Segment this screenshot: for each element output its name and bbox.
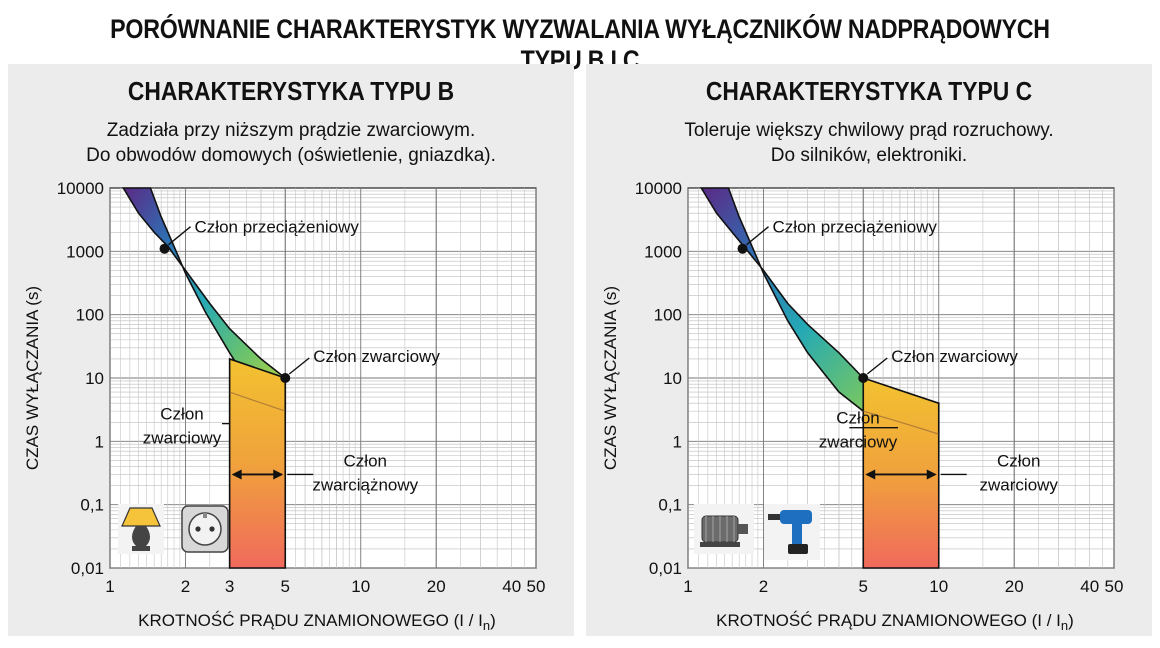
x-axis-title-main: KROTNOŚĆ PRĄDU ZNAMIONOWEGO (I / I — [138, 611, 483, 630]
panel-subtitle-line2: Do obwodów domowych (oświetlenie, gniazd… — [86, 145, 496, 166]
socket-hole-right — [209, 526, 215, 532]
x-tick-label: 50 — [527, 577, 546, 596]
overload-leader — [168, 226, 191, 246]
x-axis-title: KROTNOŚĆ PRĄDU ZNAMIONOWEGO (I / In) — [716, 611, 1074, 633]
annotation-short-left-2: zwarciowy — [143, 429, 222, 448]
y-tick-label: 1000 — [644, 242, 682, 261]
panel-subtitle-line1: Zadziała przy niższym prądzie zwarciowym… — [106, 120, 476, 141]
motor-shaft — [738, 524, 748, 534]
x-tick-label: 40 — [502, 577, 521, 596]
x-tick-label: 5 — [281, 577, 290, 596]
socket-hole-left — [195, 526, 201, 532]
page-title: PORÓWNANIE CHARAKTERYSTYK WYZWALANIA WYŁ… — [110, 14, 1050, 75]
socket-icon — [181, 505, 229, 553]
marker-short — [858, 373, 869, 383]
short-leader — [288, 357, 310, 375]
lamp-base — [132, 526, 150, 546]
annotation-overload: Człon przeciążeniowy — [773, 218, 938, 237]
x-axis-title-end: ) — [490, 611, 496, 630]
annotation-overload: Człon przeciążeniowy — [195, 218, 360, 237]
marker-short — [280, 373, 291, 383]
drill-handle — [792, 524, 802, 544]
x-tick-label: 50 — [1105, 577, 1124, 596]
x-axis-title-main: KROTNOŚĆ PRĄDU ZNAMIONOWEGO (I / I — [716, 611, 1061, 630]
x-tick-label: 1 — [683, 577, 692, 596]
annotation-short-left-2: zwarciowy — [819, 433, 898, 452]
drill-battery — [788, 544, 808, 554]
range-arrow-left — [231, 469, 242, 480]
lamp-shade — [121, 507, 161, 527]
range-arrow-right — [273, 469, 284, 480]
x-tick-label: 40 — [1080, 577, 1099, 596]
short-band-lower-curve — [863, 410, 939, 435]
range-arrow-left — [865, 469, 876, 480]
short-leader — [866, 357, 888, 375]
x-tick-label: 20 — [427, 577, 446, 596]
annotation-range-2: zwarciowy — [980, 475, 1059, 494]
x-axis-title-sub: n — [483, 618, 490, 633]
panel-title: CHARAKTERYSTYKA TYPU C — [705, 76, 1033, 106]
drill-body — [780, 510, 812, 524]
x-tick-label: 10 — [929, 577, 948, 596]
annotation-short-left-1: Człon — [836, 409, 879, 428]
short-band-lower-curve — [229, 391, 286, 412]
range-arrow-right — [926, 469, 937, 480]
y-tick-label: 100 — [654, 306, 682, 325]
x-tick-label: 10 — [351, 577, 370, 596]
panel-title: CHARAKTERYSTYKA TYPU B — [127, 76, 455, 106]
y-tick-label: 1 — [95, 432, 104, 451]
y-tick-label: 10000 — [57, 179, 104, 198]
marker-overload — [159, 243, 170, 254]
annotation-range-2: zwarciążnowy — [312, 475, 418, 494]
chart-panel-type-b: CHARAKTERYSTYKA TYPU B Zadziała przy niż… — [8, 64, 574, 636]
annotation-short-left-1: Człon — [160, 405, 203, 424]
annotation-short-right: Człon zwarciowy — [891, 347, 1018, 366]
y-tick-label: 100 — [76, 306, 104, 325]
x-tick-label: 1 — [105, 577, 114, 596]
panel-subtitle-line1: Toleruje większy chwilowy prąd rozruchow… — [684, 120, 1054, 141]
y-tick-label: 10000 — [635, 179, 682, 198]
x-tick-label: 2 — [181, 577, 190, 596]
y-tick-label: 10 — [663, 369, 682, 388]
y-tick-label: 0,1 — [80, 496, 104, 515]
chart-panel-type-c: CHARAKTERYSTYKA TYPU C Toleruje większy … — [586, 64, 1152, 636]
x-axis-title-sub: n — [1061, 618, 1068, 633]
y-axis-title: CZAS WYŁĄCZANIA (s) — [23, 286, 42, 470]
socket-ground-pin — [203, 513, 207, 518]
marker-overload — [737, 243, 748, 254]
y-tick-label: 0,1 — [658, 496, 682, 515]
drill-icon — [764, 504, 820, 560]
x-axis-title: KROTNOŚĆ PRĄDU ZNAMIONOWEGO (I / In) — [138, 611, 496, 633]
y-tick-label: 1000 — [66, 242, 104, 261]
x-tick-label: 20 — [1005, 577, 1024, 596]
y-axis-title: CZAS WYŁĄCZANIA (s) — [601, 286, 620, 470]
y-tick-label: 1 — [673, 432, 682, 451]
annotation-range-1: Człon — [344, 451, 387, 470]
short-circuit-band — [862, 376, 940, 569]
annotation-short-right: Człon zwarciowy — [313, 347, 440, 366]
annotation-range-1: Człon — [997, 451, 1040, 470]
motor-icon — [694, 504, 754, 554]
y-tick-label: 0,01 — [71, 559, 104, 578]
lamp-foot — [132, 546, 150, 551]
motor-foot — [700, 542, 740, 547]
panel-subtitle-line2: Do silników, elektroniki. — [770, 145, 968, 166]
panel-subtitle: Zadziała przy niższym prądzie zwarciowym… — [8, 118, 574, 168]
x-axis-title-end: ) — [1068, 611, 1074, 630]
drill-chuck — [768, 514, 780, 520]
x-tick-label: 3 — [225, 577, 234, 596]
y-tick-label: 0,01 — [649, 559, 682, 578]
short-circuit-band — [228, 357, 287, 569]
overload-leader — [746, 226, 769, 246]
x-tick-label: 5 — [859, 577, 868, 596]
lamp-icon — [118, 504, 164, 554]
y-tick-label: 10 — [85, 369, 104, 388]
panel-subtitle: Toleruje większy chwilowy prąd rozruchow… — [586, 118, 1152, 168]
x-tick-label: 2 — [759, 577, 768, 596]
